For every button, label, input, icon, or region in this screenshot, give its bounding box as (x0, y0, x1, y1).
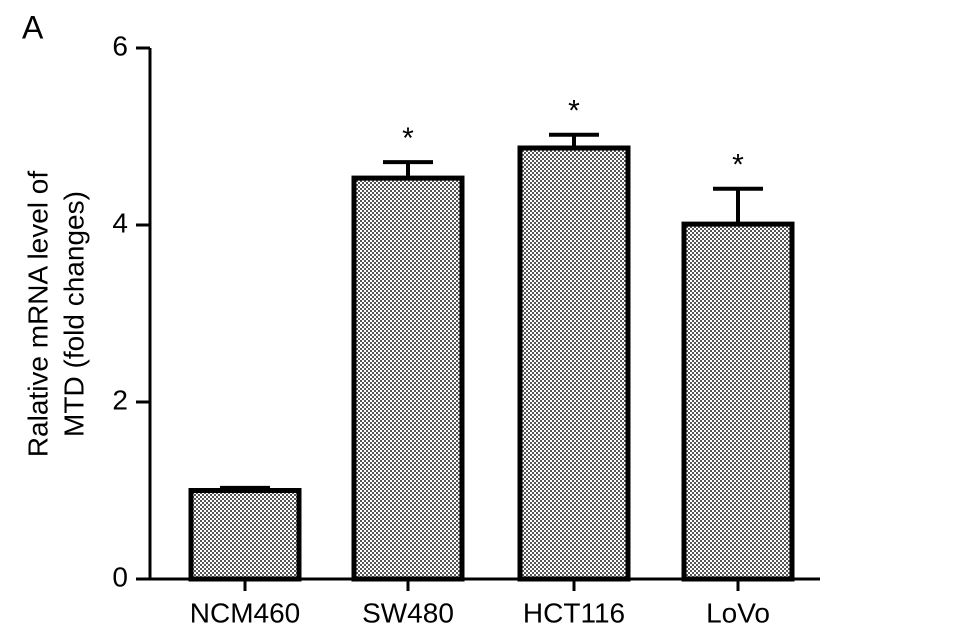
x-tick-label: HCT116 (523, 597, 625, 628)
y-tick-label: 6 (112, 30, 128, 61)
significance-marker: * (568, 95, 580, 128)
significance-marker: * (402, 122, 414, 155)
bar (351, 175, 465, 582)
y-axis-label: MTD (fold changes) (58, 191, 89, 437)
bar (681, 221, 795, 582)
significance-marker: * (732, 149, 744, 182)
bar (188, 488, 302, 582)
y-axis-label: Ralative mRNA level of (22, 171, 53, 458)
x-tick-label: LoVo (706, 597, 770, 628)
panel-label: A (22, 9, 44, 45)
bar (517, 145, 631, 582)
x-tick-label: NCM460 (190, 597, 300, 628)
y-tick-label: 2 (112, 384, 128, 415)
y-tick-label: 0 (112, 561, 128, 592)
x-tick-label: SW480 (362, 597, 454, 628)
y-tick-label: 4 (112, 207, 128, 238)
